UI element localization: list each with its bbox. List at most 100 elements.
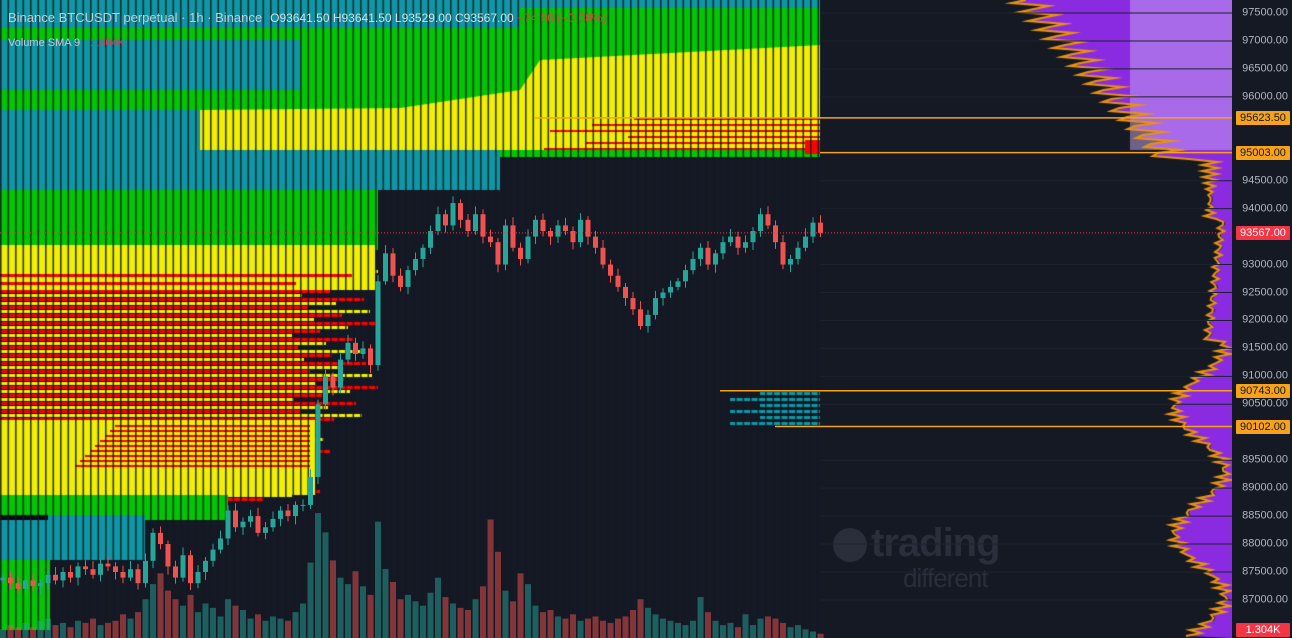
symbol-title[interactable]: Binance BTCUSDT perpetual · 1h · Binance [8, 10, 263, 25]
volume-bar [150, 584, 156, 638]
candle-body [263, 527, 268, 533]
candle-body [383, 253, 388, 282]
candle-body [293, 504, 298, 517]
volume-bar [337, 577, 344, 638]
watermark-line1: trading [871, 521, 1001, 565]
volume-bar [405, 594, 411, 638]
candle-body [165, 544, 171, 567]
volume-bar [300, 603, 306, 638]
volume-bar [397, 599, 404, 638]
candle-body [698, 247, 703, 259]
volume-bar [382, 569, 389, 638]
candle-body [68, 572, 73, 578]
candle-body [780, 242, 786, 265]
volume-bar [277, 618, 284, 638]
last-price-tag: 93567.00 [1236, 225, 1290, 240]
candle-body [270, 518, 276, 528]
liquidity-heatmap [0, 0, 1232, 638]
price-tick-label: 91500.00 [1242, 341, 1288, 354]
volume-bar [570, 614, 576, 638]
volume-bar [180, 605, 186, 638]
volume-bar [607, 622, 614, 638]
volume-bar [45, 618, 51, 638]
volume-bar [367, 594, 374, 638]
volume-legend: Volume SMA 9 1.304K [8, 37, 125, 50]
candle-body [570, 231, 576, 243]
volume-bar [630, 609, 636, 638]
volume-bar [690, 620, 696, 638]
volume-bar [720, 625, 726, 638]
candle-body [173, 566, 178, 578]
candle-body [750, 231, 756, 243]
candle-body [488, 236, 493, 243]
candle-body [248, 516, 253, 522]
price-tick-label: 96000.00 [1242, 90, 1288, 103]
volume-bar [240, 609, 246, 638]
candle-body [593, 236, 598, 248]
watermark-line2: different [903, 563, 988, 593]
candle-body [818, 222, 823, 233]
candle-body [360, 348, 366, 354]
candle-body [53, 574, 58, 581]
volume-bar [120, 614, 126, 638]
candle-body [218, 538, 223, 550]
volume-bar [187, 594, 194, 638]
candle-body [135, 569, 141, 584]
candle-body [98, 563, 103, 575]
candle-body [773, 225, 778, 243]
volume-bar [802, 629, 809, 638]
candle-body [683, 270, 688, 282]
candle-body [390, 253, 396, 276]
candle-body [353, 342, 358, 354]
price-axis[interactable]: 97500.00 97000.00 96500.00 96000.00 94500.00… [1232, 0, 1292, 638]
volume-bar [202, 603, 209, 638]
volume-bar [390, 581, 396, 638]
volume-bar [525, 584, 531, 638]
volume-bar [37, 620, 44, 638]
candle-body [128, 569, 133, 578]
candle-body [113, 566, 118, 572]
candle-body [83, 566, 88, 570]
candle-body [578, 219, 583, 243]
volume-bar [142, 599, 149, 638]
price-tick-label: 87500.00 [1242, 565, 1288, 578]
volume-bar [585, 618, 591, 638]
volume-indicator-label[interactable]: Volume SMA 9 [8, 37, 81, 49]
volume-bar [97, 625, 104, 638]
ohlc-readout: O93641.50 H93641.50 L93529.00 C93567.00 … [270, 10, 606, 26]
price-chart[interactable] [0, 0, 1232, 638]
candle-body [413, 258, 418, 271]
candle-body [420, 247, 426, 259]
volume-bar [645, 607, 651, 638]
candle-body [675, 281, 681, 287]
volume-bar [352, 571, 359, 638]
volume-bar [225, 599, 231, 638]
volume-bar [735, 627, 741, 638]
level-price-tag: 95623.50 [1236, 110, 1290, 125]
volume-bar [547, 609, 554, 638]
volume-bar [577, 620, 584, 638]
ohlc-change: −74.50 (−0.08%) [517, 11, 607, 25]
volume-bar [67, 627, 74, 638]
volume-bar [757, 618, 764, 638]
price-tick-label: 91000.00 [1242, 369, 1288, 382]
candle-body [465, 219, 471, 232]
price-tick-label: 90500.00 [1242, 397, 1288, 410]
price-tick-label: 88500.00 [1242, 509, 1288, 522]
candle-body [630, 298, 636, 310]
volume-bar [660, 618, 666, 638]
volume-bar [480, 586, 486, 638]
volume-bar [652, 614, 659, 638]
candle-body [188, 555, 193, 584]
candle-body [743, 242, 748, 248]
candle-body [15, 583, 21, 589]
candle-body [285, 510, 291, 517]
candle-body [615, 275, 621, 287]
logo-icon [833, 528, 867, 563]
candle-body [495, 242, 501, 265]
candle-body [75, 566, 81, 578]
volume-bar [442, 597, 449, 638]
candle-body [435, 214, 441, 232]
candle-body [30, 580, 36, 586]
